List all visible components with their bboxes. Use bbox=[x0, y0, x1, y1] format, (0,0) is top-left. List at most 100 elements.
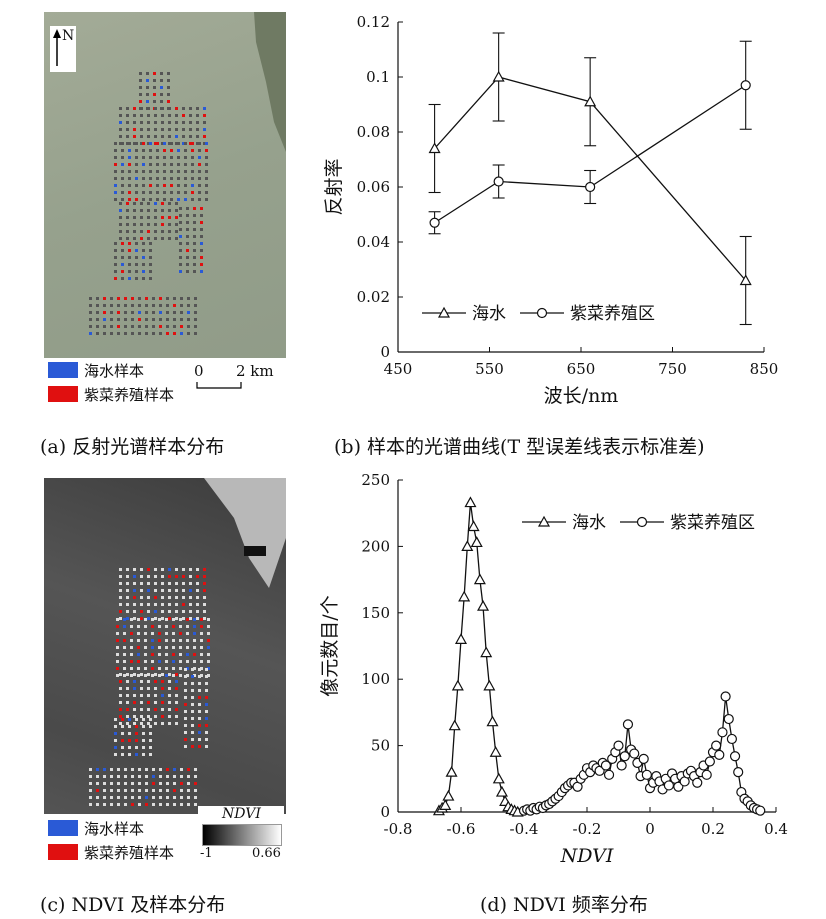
sample-dot bbox=[147, 589, 150, 592]
sample-dot bbox=[158, 625, 161, 628]
scale-bar-label: 2 km bbox=[236, 362, 274, 380]
sample-dot bbox=[168, 708, 171, 711]
sample-dot bbox=[186, 242, 189, 245]
sample-dot bbox=[175, 687, 178, 690]
sample-dot bbox=[191, 745, 194, 748]
sample-dot bbox=[163, 184, 166, 187]
data-point bbox=[704, 756, 715, 767]
sample-dot bbox=[175, 589, 178, 592]
data-point bbox=[723, 713, 734, 725]
sample-dot bbox=[138, 297, 141, 300]
sample-dot bbox=[182, 617, 185, 620]
sample-dot bbox=[144, 618, 147, 621]
sample-dot bbox=[103, 318, 106, 321]
sample-dot bbox=[133, 680, 136, 683]
sample-dot bbox=[193, 263, 196, 266]
sample-dot bbox=[121, 191, 124, 194]
sample-dot bbox=[194, 311, 197, 314]
sample-dot bbox=[135, 270, 138, 273]
sample-dot bbox=[140, 223, 143, 226]
sample-dot bbox=[121, 156, 124, 159]
sample-dot bbox=[131, 332, 134, 335]
sample-dot bbox=[147, 715, 150, 718]
sample-dot bbox=[146, 72, 149, 75]
sample-dot bbox=[121, 256, 124, 259]
sample-dot bbox=[165, 625, 168, 628]
sample-dot bbox=[130, 667, 133, 670]
sample-dot bbox=[140, 610, 143, 613]
sample-dot bbox=[196, 596, 199, 599]
sample-dot bbox=[152, 789, 155, 792]
sample-dot bbox=[119, 589, 122, 592]
x-tick-label: -0.2 bbox=[573, 820, 602, 838]
sample-dot bbox=[161, 142, 164, 145]
sample-dot bbox=[147, 680, 150, 683]
sample-dot bbox=[126, 722, 129, 725]
sample-dot bbox=[130, 660, 133, 663]
sample-dot bbox=[144, 653, 147, 656]
sample-dot bbox=[126, 121, 129, 124]
data-point bbox=[454, 633, 468, 644]
sample-dot bbox=[175, 582, 178, 585]
sample-dot bbox=[180, 782, 183, 785]
legend-box: 海水样本 紫菜养殖样本 0 2 km bbox=[44, 358, 286, 412]
sample-dot bbox=[133, 589, 136, 592]
sample-dot bbox=[146, 86, 149, 89]
sample-dot bbox=[131, 789, 134, 792]
sample-dot bbox=[173, 325, 176, 328]
chart-d-axes: -0.8 -0.6 -0.4 -0.2 0 0.2 0.4 0 50 100 150 200 250 ND… bbox=[319, 471, 788, 867]
sample-dot bbox=[198, 703, 201, 706]
sample-dot bbox=[128, 177, 131, 180]
sample-dot bbox=[170, 177, 173, 180]
x-tick-label: -0.8 bbox=[384, 820, 413, 838]
sample-dot bbox=[135, 177, 138, 180]
ndvi-frequency-chart: -0.8 -0.6 -0.4 -0.2 0 0.2 0.4 0 50 100 150 200 250 ND… bbox=[319, 471, 788, 867]
sample-dot bbox=[140, 142, 143, 145]
sample-dot bbox=[119, 121, 122, 124]
data-point bbox=[464, 496, 477, 508]
sample-dot bbox=[193, 639, 196, 642]
sample-dot bbox=[126, 680, 129, 683]
sample-dot bbox=[166, 332, 169, 335]
sample-dot bbox=[187, 332, 190, 335]
sample-dot bbox=[89, 304, 92, 307]
sample-dot bbox=[167, 79, 170, 82]
sample-dot bbox=[103, 325, 106, 328]
sample-dot bbox=[138, 803, 141, 806]
sample-dot bbox=[184, 703, 187, 706]
sample-dot bbox=[156, 156, 159, 159]
sample-dot bbox=[194, 332, 197, 335]
sample-dot bbox=[161, 708, 164, 711]
data-point bbox=[740, 80, 751, 91]
sample-dot bbox=[135, 256, 138, 259]
sample-dot bbox=[142, 163, 145, 166]
sample-dot bbox=[137, 625, 140, 628]
data-point bbox=[613, 740, 624, 751]
sample-dot bbox=[147, 596, 150, 599]
sample-dot bbox=[147, 603, 150, 606]
sample-dot bbox=[200, 639, 203, 642]
legend-swatch-seawater bbox=[48, 362, 78, 378]
sample-dot bbox=[165, 632, 168, 635]
caption-d: (d) NDVI 频率分布 bbox=[480, 894, 648, 916]
sample-dot bbox=[198, 184, 201, 187]
legend-label-laver-c: 紫菜养殖样本 bbox=[84, 844, 175, 862]
caption-a: (a) 反射光谱样本分布 bbox=[40, 436, 225, 458]
sample-dot bbox=[144, 646, 147, 649]
sample-dot bbox=[186, 632, 189, 635]
sample-dot bbox=[170, 163, 173, 166]
sample-dot bbox=[161, 715, 164, 718]
sample-dot bbox=[110, 775, 113, 778]
sample-dot bbox=[110, 796, 113, 799]
sample-dot bbox=[135, 198, 138, 201]
sample-dot bbox=[160, 100, 163, 103]
sample-dot bbox=[191, 191, 194, 194]
sample-dot bbox=[154, 715, 157, 718]
sample-dot bbox=[161, 237, 164, 240]
sample-dot bbox=[163, 142, 166, 145]
sample-dot bbox=[96, 325, 99, 328]
sample-dot bbox=[147, 708, 150, 711]
sample-dot bbox=[135, 746, 138, 749]
sample-dot bbox=[89, 803, 92, 806]
data-point bbox=[641, 769, 652, 780]
